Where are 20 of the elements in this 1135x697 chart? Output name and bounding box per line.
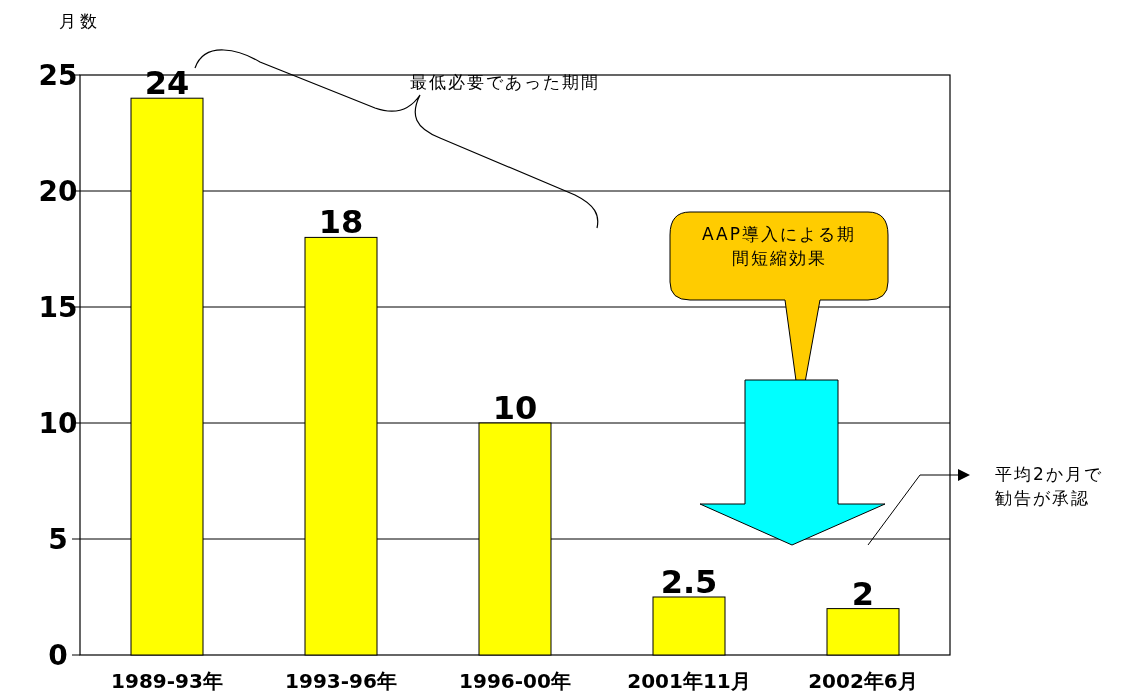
data-label: 18 — [318, 203, 364, 242]
x-tick-label: 2002年6月 — [808, 669, 918, 693]
x-tick-label: 1996-00年 — [459, 669, 571, 693]
x-tick-label: 1993-96年 — [285, 669, 397, 693]
data-label: 24 — [144, 64, 190, 103]
annotation: 最低必要であった期間 — [410, 71, 601, 94]
data-label: 2 — [851, 574, 875, 613]
y-tick-label: 0 — [48, 639, 68, 672]
data-label: 10 — [492, 389, 538, 427]
y-tick-label: 15 — [38, 291, 78, 324]
y-tick-label: 10 — [38, 407, 78, 440]
y-axis-title: 月数 — [59, 11, 101, 31]
y-tick-label: 25 — [38, 59, 78, 92]
x-tick-label: 2001年11月 — [627, 669, 751, 693]
annotation: 平均2か月で勧告が承認 — [995, 463, 1104, 510]
x-tick-label: 1989-93年 — [111, 669, 223, 693]
y-tick-label: 20 — [38, 175, 78, 208]
data-label: 2.5 — [660, 563, 718, 601]
y-tick-label: 5 — [48, 523, 68, 556]
annotation: AAP導入による期間短縮効果 — [701, 223, 857, 270]
